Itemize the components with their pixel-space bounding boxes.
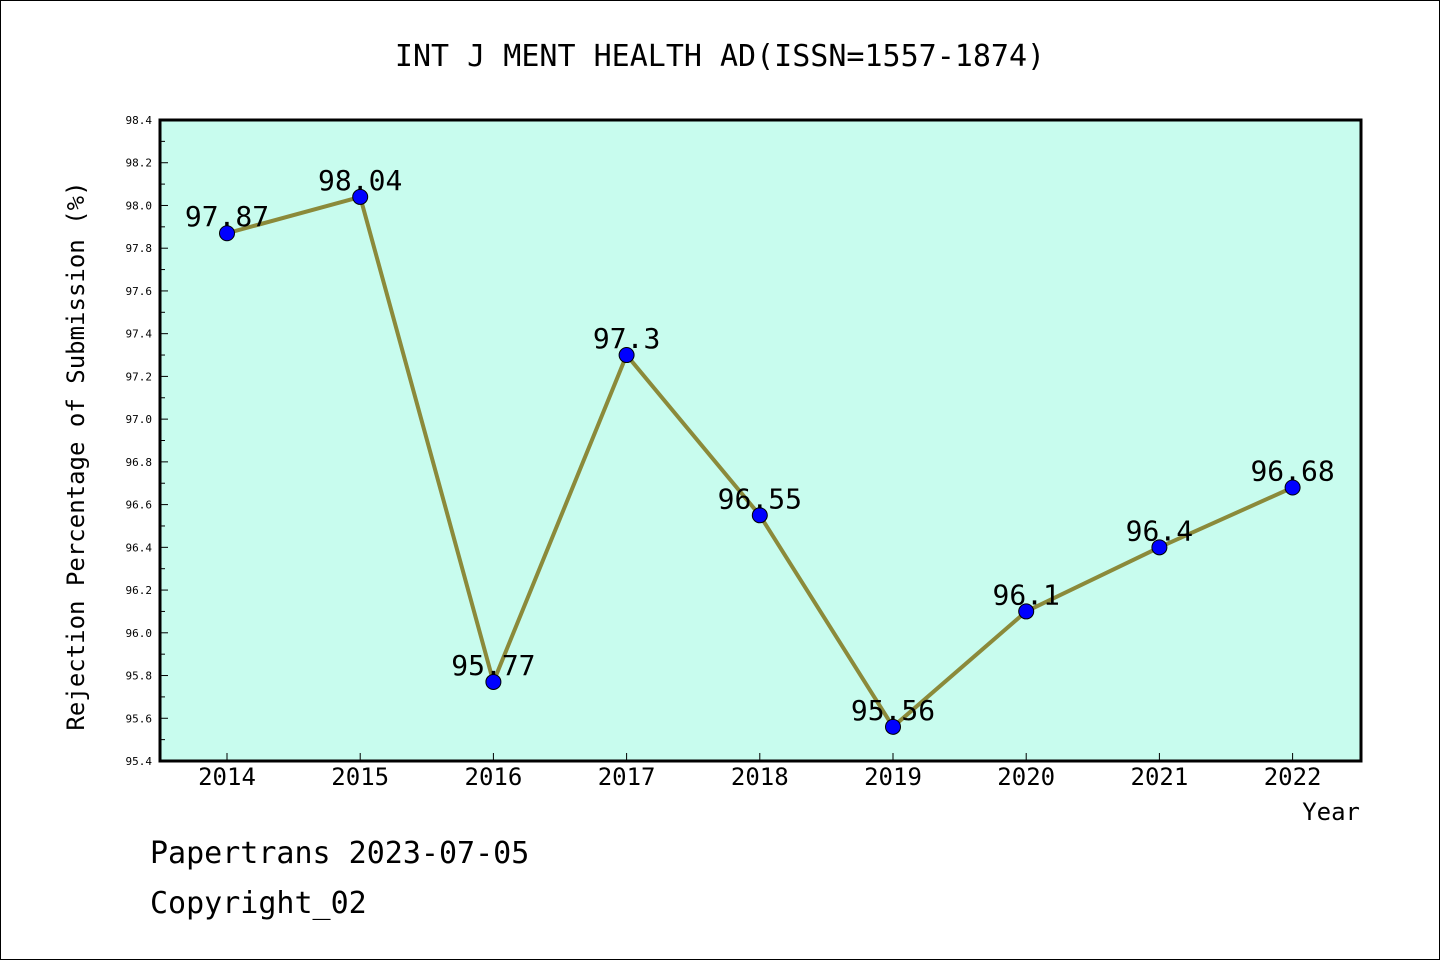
chart-title: INT J MENT HEALTH AD(ISSN=1557-1874) bbox=[395, 39, 1045, 74]
y-tick-label: 97.2 bbox=[126, 370, 153, 383]
data-point bbox=[751, 507, 768, 524]
data-label: 95.77 bbox=[451, 649, 535, 682]
y-tick-label: 95.8 bbox=[126, 670, 153, 683]
data-label: 95.56 bbox=[851, 694, 935, 727]
y-tick-label: 96.6 bbox=[126, 499, 153, 512]
data-label: 96.55 bbox=[718, 482, 802, 515]
data-label: 97.87 bbox=[185, 200, 269, 233]
data-point bbox=[618, 347, 635, 364]
x-tick-label: 2016 bbox=[465, 763, 523, 791]
data-point bbox=[1284, 479, 1301, 496]
y-tick-label: 98.2 bbox=[126, 157, 153, 170]
data-point bbox=[352, 188, 369, 205]
y-tick-label: 98.0 bbox=[126, 199, 153, 212]
y-tick-label: 95.4 bbox=[126, 755, 153, 768]
y-axis-label: Rejection Percentage of Submission (%) bbox=[62, 181, 90, 730]
x-tick-label: 2018 bbox=[731, 763, 789, 791]
y-tick-label: 95.6 bbox=[126, 712, 153, 725]
x-tick-label: 2020 bbox=[997, 763, 1055, 791]
y-axis-ticks: 95.4 95.6 95.8 96.0 96.2 96.4 96.6 96.8 97.0 97.2… bbox=[126, 114, 168, 768]
footer-copyright: Copyright_02 bbox=[150, 886, 367, 921]
data-point bbox=[219, 225, 235, 242]
y-tick-label: 96.2 bbox=[126, 584, 153, 597]
y-tick-label: 97.4 bbox=[126, 328, 153, 341]
x-tick-label: 2021 bbox=[1131, 763, 1189, 791]
data-label: 96.1 bbox=[992, 578, 1059, 611]
y-tick-label: 97.8 bbox=[126, 242, 153, 255]
data-label: 97.3 bbox=[593, 322, 660, 355]
data-point bbox=[885, 718, 901, 735]
x-tick-label: 2015 bbox=[331, 763, 389, 791]
data-label: 98.04 bbox=[318, 164, 402, 197]
data-point bbox=[1151, 539, 1168, 556]
x-tick-label: 2014 bbox=[198, 763, 256, 791]
footer-date: Papertrans 2023-07-05 bbox=[150, 836, 529, 871]
x-tick-label: 2019 bbox=[864, 763, 922, 791]
y-tick-label: 97.0 bbox=[126, 413, 153, 426]
y-tick-label: 96.8 bbox=[126, 456, 153, 469]
data-label: 96.68 bbox=[1250, 455, 1334, 488]
series-layer: 97.87 98.04 95.77 97.3 96.55 95.56 96.1 96.4 96.… bbox=[185, 164, 1335, 735]
x-axis-label: Year bbox=[1302, 798, 1360, 826]
x-axis-ticks: 2014 2015 2016 2017 2018 2019 2020 2021 2022 bbox=[198, 753, 1321, 791]
data-point bbox=[1018, 603, 1035, 620]
x-tick-label: 2022 bbox=[1264, 763, 1322, 791]
y-tick-label: 97.6 bbox=[126, 285, 153, 298]
y-tick-label: 96.0 bbox=[126, 627, 153, 640]
plot-area bbox=[158, 118, 1363, 763]
data-label: 96.4 bbox=[1126, 514, 1193, 547]
y-tick-label: 98.4 bbox=[126, 114, 153, 127]
x-tick-label: 2017 bbox=[598, 763, 656, 791]
data-point bbox=[485, 673, 502, 690]
y-tick-label: 96.4 bbox=[126, 541, 153, 554]
